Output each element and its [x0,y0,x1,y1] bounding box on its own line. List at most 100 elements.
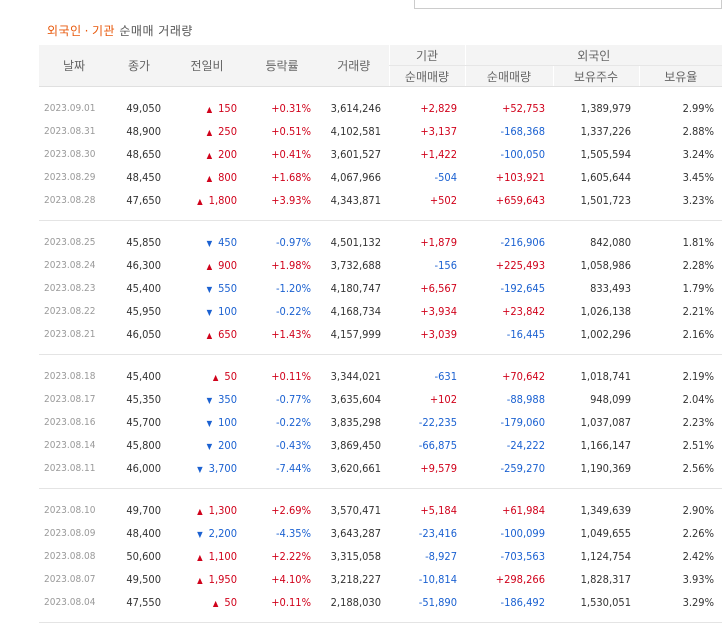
cell-ratio: 2.04% [639,388,722,411]
cell-close: 48,400 [109,522,169,545]
change-value: 2,200 [209,527,237,540]
cell-change: ▲50 [169,591,245,614]
cell-change: ▼200 [169,434,245,457]
cell-foreign-net: +659,643 [465,189,553,212]
cell-inst-net: -8,927 [389,545,465,568]
cell-date: 2023.08.10 [39,499,109,522]
cell-rate: +1.68% [245,166,319,189]
triangle-down-icon: ▼ [207,396,213,405]
change-value: 100 [218,305,237,318]
search-box[interactable] [414,0,722,9]
cell-rate: +2.69% [245,499,319,522]
cell-ratio: 1.79% [639,277,722,300]
cell-volume: 4,157,999 [319,323,389,346]
cell-foreign-net: -703,563 [465,545,553,568]
cell-volume: 3,732,688 [319,254,389,277]
cell-date: 2023.08.17 [39,388,109,411]
cell-close: 47,550 [109,591,169,614]
cell-date: 2023.08.14 [39,434,109,457]
cell-change: ▲250 [169,120,245,143]
cell-ratio: 2.51% [639,434,722,457]
cell-volume: 3,620,661 [319,457,389,480]
change-value: 100 [218,416,237,429]
cell-volume: 3,570,471 [319,499,389,522]
change-value: 650 [218,328,237,341]
cell-holdings: 842,080 [553,231,639,254]
cell-foreign-net: -100,050 [465,143,553,166]
change-value: 50 [224,370,237,383]
cell-volume: 3,218,227 [319,568,389,591]
cell-inst-net: +9,579 [389,457,465,480]
cell-foreign-net: -186,492 [465,591,553,614]
cell-close: 45,950 [109,300,169,323]
cell-inst-net: +3,934 [389,300,465,323]
cell-rate: -0.77% [245,388,319,411]
cell-rate: +3.93% [245,189,319,212]
triangle-up-icon: ▲ [213,373,219,382]
cell-rate: -0.97% [245,231,319,254]
cell-rate: +0.51% [245,120,319,143]
cell-inst-net: +1,422 [389,143,465,166]
cell-volume: 3,614,246 [319,97,389,120]
cell-holdings: 948,099 [553,388,639,411]
cell-rate: +0.11% [245,591,319,614]
triangle-down-icon: ▼ [207,442,213,451]
cell-holdings: 1,505,594 [553,143,639,166]
cell-volume: 3,869,450 [319,434,389,457]
cell-foreign-net: +61,984 [465,499,553,522]
cell-change: ▲1,800 [169,189,245,212]
cell-ratio: 2.28% [639,254,722,277]
triangle-up-icon: ▲ [197,553,203,562]
cell-change: ▲200 [169,143,245,166]
cell-change: ▲800 [169,166,245,189]
triangle-down-icon: ▼ [197,530,203,539]
cell-holdings: 1,389,979 [553,97,639,120]
cell-holdings: 1,501,723 [553,189,639,212]
cell-change: ▼100 [169,411,245,434]
cell-holdings: 1,530,051 [553,591,639,614]
trading-table: 날짜 종가 전일비 등락률 거래량 기관 외국인 순매매량 순매매량 보유주수 … [39,45,722,623]
cell-ratio: 3.93% [639,568,722,591]
cell-rate: +1.43% [245,323,319,346]
cell-holdings: 1,002,296 [553,323,639,346]
change-value: 1,100 [209,550,237,563]
change-value: 550 [218,282,237,295]
cell-foreign-net: -259,270 [465,457,553,480]
cell-holdings: 1,037,087 [553,411,639,434]
group-spacer [39,221,722,231]
cell-holdings: 1,828,317 [553,568,639,591]
cell-close: 45,400 [109,277,169,300]
spacer-cell [39,480,722,489]
triangle-down-icon: ▼ [207,285,213,294]
cell-rate: +1.98% [245,254,319,277]
cell-holdings: 1,026,138 [553,300,639,323]
change-value: 350 [218,393,237,406]
cell-holdings: 1,337,226 [553,120,639,143]
col-close: 종가 [109,45,169,87]
cell-date: 2023.08.24 [39,254,109,277]
cell-foreign-net: -168,368 [465,120,553,143]
cell-rate: +2.22% [245,545,319,568]
cell-inst-net: -66,875 [389,434,465,457]
cell-close: 46,000 [109,457,169,480]
spacer-cell [39,489,722,499]
cell-inst-net: +3,137 [389,120,465,143]
cell-change: ▼3,700 [169,457,245,480]
cell-change: ▲1,300 [169,499,245,522]
cell-inst-net: -156 [389,254,465,277]
change-value: 800 [218,171,237,184]
group-spacer [39,355,722,365]
spacer-cell [39,221,722,231]
cell-foreign-net: -100,099 [465,522,553,545]
cell-rate: -0.22% [245,411,319,434]
cell-change: ▲650 [169,323,245,346]
cell-change: ▼ 2,200 [169,522,245,545]
change-value: 1,800 [209,194,237,207]
cell-volume: 3,835,298 [319,411,389,434]
triangle-down-icon: ▼ [207,308,213,317]
